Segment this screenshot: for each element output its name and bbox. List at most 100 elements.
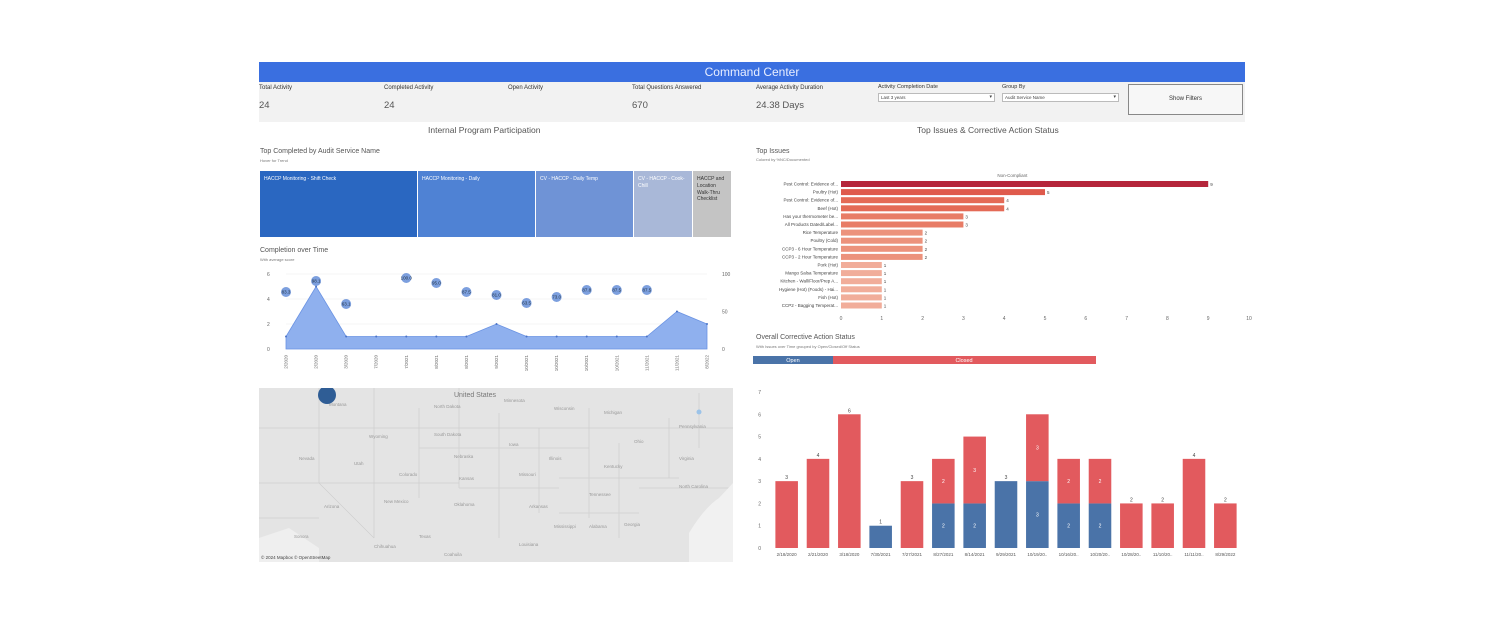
group-filter-value: Audit Service Name (1005, 95, 1045, 100)
completion-point (315, 285, 318, 288)
issue-value: 2 (925, 231, 928, 236)
date-filter-value: Last 3 years (881, 95, 906, 100)
map-label: Texas (419, 534, 432, 539)
map-label: Alabama (589, 524, 607, 529)
legend-open-swatch (753, 356, 833, 364)
x-tick-label: 1 (880, 316, 883, 322)
y-tick-label: 7 (758, 390, 761, 396)
kpi-completed-activity: Completed Activity 24 (384, 85, 433, 111)
issue-bar (841, 278, 882, 285)
y-tick-label: 0 (758, 546, 761, 552)
y-tick-label: 3 (758, 479, 761, 485)
x-tick-label: 8/27/2021 (933, 552, 954, 557)
map[interactable]: United States Montana North Dakota Minnesot… (259, 388, 733, 562)
treemap-tile[interactable]: HACCP Monitoring - Daily (418, 171, 536, 237)
section-title-right: Top Issues & Corrective Action Status (917, 125, 1059, 135)
corrective-subtitle: With Issues over Time grouped by Open/Cl… (756, 344, 860, 349)
map-label: Nevada (299, 456, 315, 461)
group-filter-select[interactable]: Audit Service Name ▾ (1002, 93, 1119, 102)
legend-closed-label: Closed (955, 358, 972, 364)
completion-point (285, 335, 287, 338)
x-tick-label: 10 (1246, 316, 1252, 322)
open-bar (932, 503, 955, 548)
open-bar-value: 1 (879, 520, 882, 526)
closed-bar (1182, 458, 1206, 548)
x-tick-label: 5 (1044, 316, 1047, 322)
closed-bar-value: 6 (848, 408, 851, 414)
score-bubble (491, 290, 502, 300)
issue-label: CCP3 - 6 Hour Temperature (782, 246, 838, 251)
score-label: 63.5 (522, 301, 531, 306)
map-label: United States (454, 392, 497, 399)
score-label: 87.5 (612, 288, 621, 293)
closed-bar-value: 2 (1067, 479, 1070, 485)
kpi-total-questions: Total Questions Answered 670 (632, 85, 701, 111)
treemap-tile[interactable]: CV - HACCP - Daily Temp (536, 171, 634, 237)
map-label: Tennessee (589, 492, 611, 497)
issue-value: 4 (1006, 206, 1009, 211)
score-label: 100.0 (401, 276, 413, 281)
completion-point (435, 335, 438, 338)
issue-bar (841, 197, 1005, 204)
treemap-subtitle: Hover for Trend (260, 158, 288, 163)
treemap-tile[interactable]: HACCP Monitoring - Shift Check (260, 171, 418, 237)
y-tick-label: 2 (267, 322, 270, 328)
x-tick-label: 7/2020 (374, 355, 379, 369)
map-label: Colorado (399, 472, 418, 477)
date-filter-select[interactable]: Last 3 years ▾ (878, 93, 995, 102)
kpi-total-activity: Total Activity 24 (259, 85, 292, 111)
kpi-label: Completed Activity (384, 85, 434, 91)
issue-bar (841, 237, 923, 244)
closed-bar (806, 458, 830, 548)
top-issues-chart: Non-Compliant Pest Control: Evidence of..… (779, 173, 1252, 322)
map-label: Missouri (519, 472, 536, 477)
kpi-avg-duration: Average Activity Duration 24.38 Days (756, 85, 823, 111)
score-label: 87.5 (642, 288, 651, 293)
closed-bar-value: 2 (1161, 497, 1164, 503)
issue-label: Kitchen - Wall/Floor/Prep A... (780, 279, 838, 284)
x-tick-label: 3/2020 (344, 355, 349, 369)
x-tick-label: 2/18/2020 (777, 552, 798, 557)
treemap-tile[interactable]: CV - HACCP - Cook-Chill (634, 171, 693, 237)
issue-bar (841, 221, 964, 228)
map-label: North Dakota (434, 404, 461, 409)
issue-label: Beef (Hot) (817, 206, 838, 211)
closed-bar (900, 481, 924, 548)
issue-bar (841, 253, 923, 260)
issue-bar (841, 181, 1209, 187)
score-bubble (611, 285, 622, 295)
issues-legend: Non-Compliant (997, 173, 1028, 178)
treemap-title: Top Completed by Audit Service Name (260, 148, 380, 155)
dashboard: Command Center Total Activity 24 Complet… (259, 62, 1252, 564)
x-tick-label: 7/27/2021 (902, 552, 923, 557)
issue-bar (841, 294, 882, 301)
issue-bar (841, 205, 1005, 212)
treemap-tile[interactable]: HACCP and Location Walk-Thru Checklist (693, 171, 732, 237)
map-label: Minnesota (504, 398, 525, 403)
closed-bar-value: 2 (1224, 497, 1227, 503)
top-issues-subtitle: Colored by %NC/Documented (756, 157, 810, 162)
y-tick-label: 0 (267, 347, 270, 353)
show-filters-button[interactable]: Show Filters (1128, 84, 1243, 115)
open-bar-value: 2 (973, 524, 976, 530)
treemap-tile-label: CV - HACCP - Daily Temp (540, 176, 598, 182)
x-tick-label: 10/2021 (584, 355, 589, 372)
map-label: Illinois (549, 456, 562, 461)
x-tick-label: 8 (1166, 316, 1169, 322)
closed-bar-value: 3 (1036, 446, 1039, 452)
y-tick-label: 2 (758, 501, 761, 507)
top-issues-title: Top Issues (756, 148, 790, 155)
x-tick-label: 8/14/2021 (965, 552, 986, 557)
open-bar-value: 3 (1036, 513, 1039, 519)
state-border (318, 482, 375, 539)
closed-bar (1026, 414, 1049, 482)
completion-point (525, 335, 528, 338)
treemap: HACCP Monitoring - Shift Check HACCP Mon… (260, 171, 732, 237)
open-bar (994, 481, 1018, 548)
x-tick-label: 9/29/2021 (996, 552, 1017, 557)
map-label: Wyoming (369, 434, 388, 439)
open-bar (963, 503, 986, 548)
closed-bar (932, 458, 955, 504)
score-bubble (341, 299, 352, 309)
issue-value: 9 (1210, 182, 1213, 187)
